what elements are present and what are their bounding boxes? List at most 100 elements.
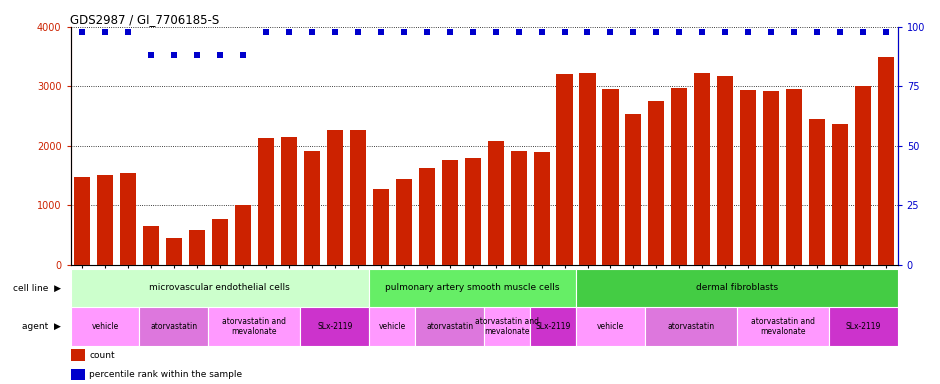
Bar	[645, 307, 737, 346]
Bar	[649, 101, 665, 265]
Point	[809, 28, 824, 35]
Point	[120, 28, 135, 35]
Bar	[372, 189, 389, 265]
Text: pulmonary artery smooth muscle cells: pulmonary artery smooth muscle cells	[385, 283, 560, 293]
Bar	[139, 307, 209, 346]
Bar	[189, 230, 205, 265]
Bar	[603, 89, 619, 265]
Point	[764, 28, 779, 35]
Text: count: count	[89, 351, 115, 360]
Text: atorvastatin: atorvastatin	[667, 322, 714, 331]
Point	[855, 28, 870, 35]
Text: agent  ▶: agent ▶	[22, 322, 60, 331]
Text: atorvastatin: atorvastatin	[150, 322, 197, 331]
Point	[258, 28, 274, 35]
Bar	[625, 114, 641, 265]
Bar	[70, 307, 139, 346]
Point	[534, 28, 549, 35]
Bar	[70, 349, 85, 361]
Bar	[717, 76, 733, 265]
Point	[833, 28, 848, 35]
Bar	[763, 91, 779, 265]
Text: atorvastatin and
mevalonate: atorvastatin and mevalonate	[751, 317, 815, 336]
Bar	[671, 88, 687, 265]
Bar	[396, 179, 412, 265]
Point	[351, 28, 366, 35]
Bar	[530, 307, 576, 346]
Point	[879, 28, 894, 35]
Point	[741, 28, 756, 35]
Text: vehicle: vehicle	[597, 322, 624, 331]
Bar	[484, 307, 530, 346]
Point	[718, 28, 733, 35]
Bar	[510, 151, 526, 265]
Bar	[74, 177, 90, 265]
Bar	[576, 269, 898, 307]
Text: vehicle: vehicle	[91, 322, 118, 331]
Point	[649, 28, 664, 35]
Point	[166, 52, 181, 58]
Text: SLx-2119: SLx-2119	[317, 322, 352, 331]
Point	[511, 28, 526, 35]
Bar	[809, 119, 825, 265]
Bar	[97, 175, 113, 265]
Point	[695, 28, 710, 35]
Point	[626, 28, 641, 35]
Text: cell line  ▶: cell line ▶	[12, 283, 60, 293]
Bar	[855, 86, 871, 265]
Point	[235, 52, 250, 58]
Text: percentile rank within the sample: percentile rank within the sample	[89, 370, 243, 379]
Point	[189, 52, 204, 58]
Text: atorvastatin and
mevalonate: atorvastatin and mevalonate	[223, 317, 287, 336]
Point	[419, 28, 434, 35]
Point	[373, 28, 388, 35]
Point	[327, 28, 342, 35]
Bar	[488, 141, 504, 265]
Bar	[304, 151, 320, 265]
Bar	[576, 307, 645, 346]
Point	[442, 28, 457, 35]
Point	[465, 28, 480, 35]
Bar	[120, 173, 136, 265]
Text: microvascular endothelial cells: microvascular endothelial cells	[149, 283, 290, 293]
Bar	[464, 158, 480, 265]
Point	[787, 28, 802, 35]
Text: vehicle: vehicle	[379, 322, 406, 331]
Bar	[300, 307, 369, 346]
Bar	[695, 73, 711, 265]
Bar	[579, 73, 596, 265]
Text: GDS2987 / GI_7706185-S: GDS2987 / GI_7706185-S	[70, 13, 220, 26]
Bar	[556, 74, 572, 265]
Bar	[350, 130, 366, 265]
Bar	[418, 168, 434, 265]
Bar	[369, 269, 576, 307]
Bar	[878, 57, 894, 265]
Point	[74, 28, 89, 35]
Point	[212, 52, 227, 58]
Bar	[70, 269, 369, 307]
Point	[98, 28, 113, 35]
Point	[672, 28, 687, 35]
Bar	[737, 307, 829, 346]
Bar	[829, 307, 898, 346]
Bar	[442, 160, 458, 265]
Point	[305, 28, 320, 35]
Bar	[209, 307, 300, 346]
Point	[144, 52, 159, 58]
Bar	[786, 89, 803, 265]
Bar	[369, 307, 415, 346]
Bar	[281, 137, 297, 265]
Bar	[70, 369, 85, 380]
Bar	[258, 138, 274, 265]
Point	[557, 28, 572, 35]
Bar	[165, 238, 182, 265]
Bar	[741, 90, 757, 265]
Bar	[832, 124, 848, 265]
Point	[603, 28, 618, 35]
Point	[396, 28, 411, 35]
Bar	[415, 307, 484, 346]
Bar	[327, 130, 343, 265]
Point	[281, 28, 296, 35]
Text: SLx-2119: SLx-2119	[846, 322, 881, 331]
Text: atorvastatin and
mevalonate: atorvastatin and mevalonate	[475, 317, 539, 336]
